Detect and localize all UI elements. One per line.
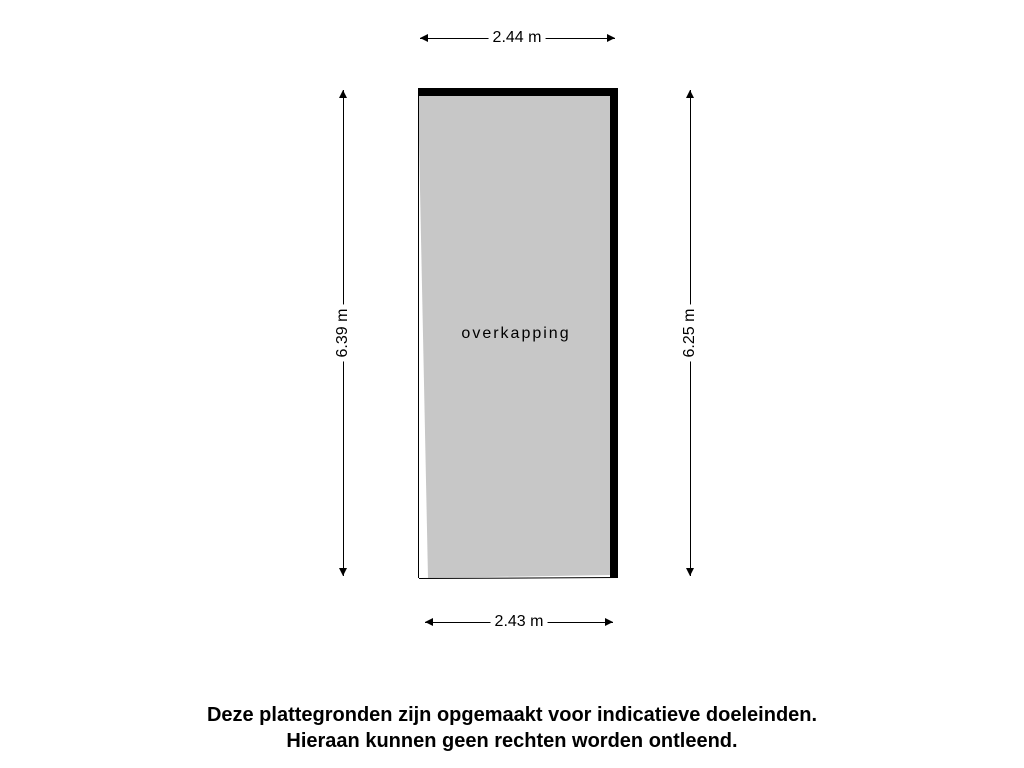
dim-right-arrow-top <box>686 90 694 98</box>
wall-left <box>418 96 419 578</box>
dim-left-label: 6.39 m <box>334 305 352 362</box>
dim-bottom-arrow-left <box>425 618 433 626</box>
wall-bottom <box>419 577 618 579</box>
dim-top-label: 2.44 m <box>489 29 546 47</box>
wall-top <box>418 88 618 96</box>
dim-right-label: 6.25 m <box>681 305 699 362</box>
dim-bottom-label: 2.43 m <box>491 613 548 631</box>
dim-left-arrow-top <box>339 90 347 98</box>
dim-right-arrow-bottom <box>686 568 694 576</box>
disclaimer-line1: Deze plattegronden zijn opgemaakt voor i… <box>207 704 817 726</box>
dim-top-arrow-right <box>607 34 615 42</box>
disclaimer: Deze plattegronden zijn opgemaakt voor i… <box>0 702 1024 754</box>
disclaimer-line2: Hieraan kunnen geen rechten worden ontle… <box>286 730 737 752</box>
dim-bottom-arrow-right <box>605 618 613 626</box>
floorplan-canvas: overkapping 2.44 m 2.43 m 6.39 m 6.25 m … <box>0 0 1024 768</box>
room-label: overkapping <box>461 325 570 343</box>
dim-top-arrow-left <box>420 34 428 42</box>
dim-left-arrow-bottom <box>339 568 347 576</box>
wall-right <box>610 88 618 578</box>
